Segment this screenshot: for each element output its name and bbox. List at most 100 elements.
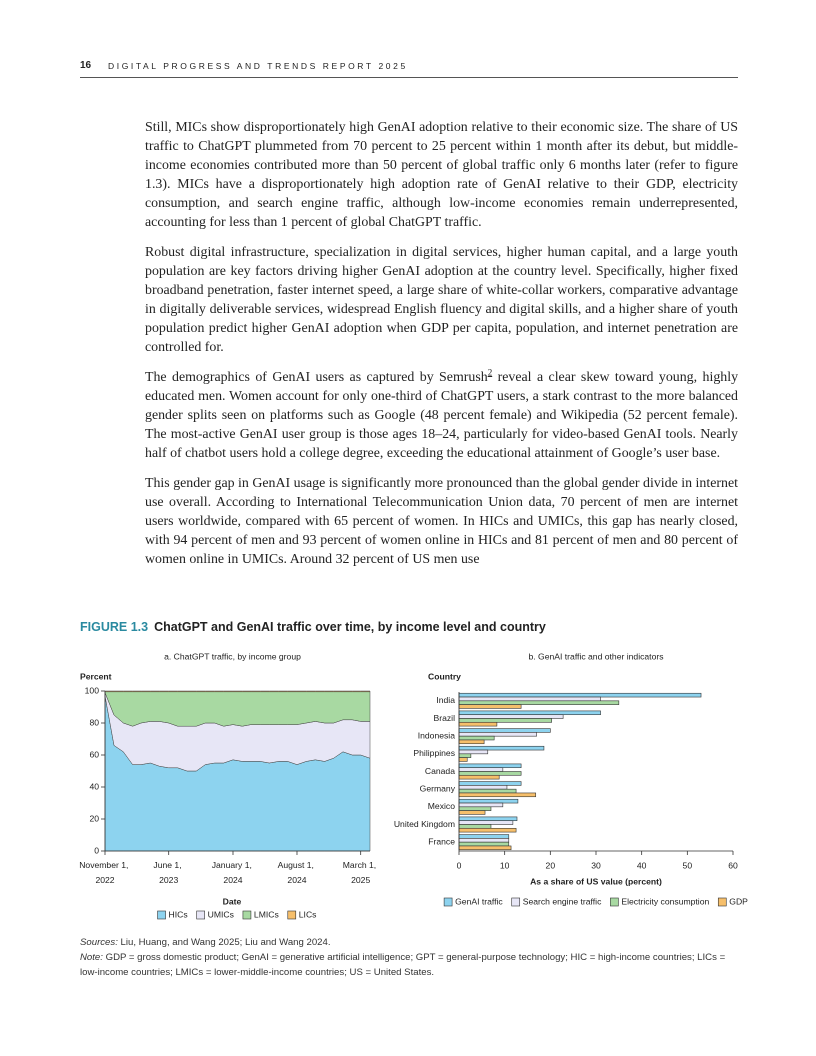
legend-swatch xyxy=(443,897,453,907)
category-label: France xyxy=(428,836,455,846)
bar xyxy=(458,806,492,811)
legend: GenAI traffic Search engine traffic Electr… xyxy=(443,896,748,907)
paragraph: The demographics of GenAI users as captu… xyxy=(145,368,738,463)
bar xyxy=(458,732,537,737)
category-label: Brazil xyxy=(434,713,456,723)
x-tick-label: 20 xyxy=(546,860,556,870)
area xyxy=(104,691,371,727)
bar xyxy=(458,774,500,780)
bar xyxy=(458,834,510,839)
bar xyxy=(458,810,486,815)
legend-label: HICs xyxy=(169,909,188,919)
bar xyxy=(458,757,468,762)
category-label: India xyxy=(436,695,455,705)
bar xyxy=(458,798,519,804)
x-tick-label: 50 xyxy=(683,860,693,870)
running-title: DIGITAL PROGRESS AND TRENDS REPORT 2025 xyxy=(108,61,408,71)
bar xyxy=(458,781,522,786)
legend-swatch xyxy=(242,910,252,920)
category-label: Canada xyxy=(425,766,455,776)
bar xyxy=(458,700,620,705)
y-tick-label: 0 xyxy=(94,845,99,855)
bar xyxy=(458,802,504,808)
area xyxy=(104,690,371,693)
bar xyxy=(458,718,553,723)
panel-title: b. GenAI traffic and other indicators xyxy=(528,651,663,661)
x-tick-label: January 1, 2024 xyxy=(212,860,255,885)
figure-label: FIGURE 1.3 xyxy=(80,620,149,634)
sources: Sources: Liu, Huang, and Wang 2025; Liu … xyxy=(80,935,730,950)
page-number: 16 xyxy=(80,60,92,71)
x-tick-label: 60 xyxy=(728,860,738,870)
bar xyxy=(458,824,492,829)
paragraph: Robust digital infrastructure, specializ… xyxy=(145,245,738,355)
bar xyxy=(458,767,504,772)
x-tick-label: March 1, 2025 xyxy=(343,860,379,885)
x-tick-label: November 1, 2022 xyxy=(79,860,131,885)
panel-title: a. ChatGPT traffic, by income group xyxy=(164,651,301,661)
x-tick-label: 30 xyxy=(591,860,601,870)
category-label: Germany xyxy=(420,783,456,793)
legend-label: LMICs xyxy=(254,909,279,919)
x-axis-label: Date xyxy=(223,896,242,906)
header-rule xyxy=(80,77,738,78)
bar xyxy=(458,792,537,798)
paragraph: Still, MICs show disproportionately high… xyxy=(145,120,738,230)
paragraph: This gender gap in GenAI usage is signif… xyxy=(145,476,738,567)
bar xyxy=(458,692,702,698)
y-axis-label: Percent xyxy=(80,671,112,681)
bar xyxy=(458,710,601,716)
legend-label: Electricity consumption xyxy=(621,896,709,906)
legend-swatch xyxy=(287,910,297,920)
legend-label: UMICs xyxy=(208,909,234,919)
bar xyxy=(458,753,472,758)
bar xyxy=(458,841,510,847)
bar xyxy=(458,721,498,727)
bar xyxy=(458,745,545,751)
legend-swatch xyxy=(610,897,619,907)
y-tick-label: 80 xyxy=(89,717,99,727)
text: The demographics of GenAI users as captu… xyxy=(145,370,488,385)
category-label: Mexico xyxy=(428,801,455,811)
bar xyxy=(458,749,489,755)
x-tick-label: 40 xyxy=(637,860,647,870)
bar xyxy=(458,763,522,769)
y-tick-label: 60 xyxy=(89,749,99,759)
bar xyxy=(458,820,514,825)
x-tick-label: 10 xyxy=(500,860,510,870)
bar xyxy=(458,788,517,794)
note: Note: GDP = gross domestic product; GenA… xyxy=(80,950,730,980)
legend: HICs UMICs LMICs LICs xyxy=(157,909,316,920)
bar xyxy=(458,785,508,790)
x-tick-label: August 1, 2024 xyxy=(278,860,317,885)
category-label: Indonesia xyxy=(418,730,455,740)
bar xyxy=(458,728,551,733)
bar xyxy=(458,838,510,843)
x-axis-label: As a share of US value (percent) xyxy=(530,876,662,886)
legend-label: GenAI traffic xyxy=(455,896,503,906)
x-tick-label: June 1, 2023 xyxy=(153,860,184,885)
bar xyxy=(458,735,495,741)
note-text: GDP = gross domestic product; GenAI = ge… xyxy=(80,952,726,978)
y-tick-label: 20 xyxy=(89,813,99,823)
legend-swatch xyxy=(196,910,205,920)
body-text: Still, MICs show disproportionately high… xyxy=(145,118,738,580)
figure-title: ChatGPT and GenAI traffic over time, by … xyxy=(154,620,546,634)
sources-text: Liu, Huang, and Wang 2025; Liu and Wang … xyxy=(120,937,331,948)
footnote-ref[interactable]: 2 xyxy=(487,367,493,378)
bar xyxy=(458,827,517,833)
legend-swatch xyxy=(157,910,166,920)
category-label: Philippines xyxy=(413,748,455,758)
bar xyxy=(458,704,522,709)
bar xyxy=(458,739,485,745)
legend-swatch xyxy=(717,897,727,907)
x-tick-label: 0 xyxy=(457,860,462,870)
bar xyxy=(458,771,522,776)
y-axis-label: Country xyxy=(428,671,461,681)
figure-notes: Sources: Liu, Huang, and Wang 2025; Liu … xyxy=(80,935,730,980)
legend-swatch xyxy=(511,897,521,907)
bar xyxy=(458,816,518,822)
y-tick-label: 100 xyxy=(85,685,100,695)
